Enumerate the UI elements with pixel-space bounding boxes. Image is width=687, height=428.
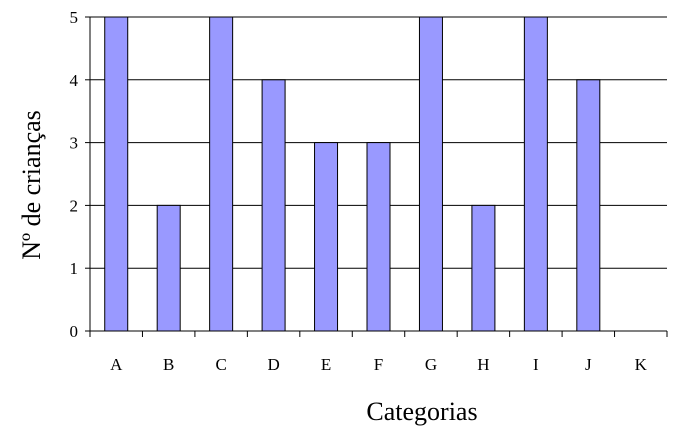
bar-I (523, 16, 548, 332)
bar-C (209, 16, 234, 332)
x-tick-label: J (585, 355, 592, 374)
x-tick-label: A (110, 355, 123, 374)
y-tick-label: 1 (70, 259, 79, 278)
bar-F (366, 142, 391, 332)
y-axis-title: Nº de crianças (17, 110, 46, 260)
x-axis-title: Categorias (366, 397, 477, 426)
bar-A (104, 16, 129, 332)
x-tick-label: G (425, 355, 437, 374)
bar-H (471, 204, 496, 332)
x-tick-label: E (321, 355, 331, 374)
x-tick-label: H (477, 355, 489, 374)
bar-D (261, 79, 286, 332)
y-tick-label: 3 (70, 134, 79, 153)
bars (104, 16, 601, 332)
y-tick-label: 4 (70, 71, 79, 90)
y-tick-label: 5 (70, 8, 79, 27)
x-tick-labels: A B C D E F G H I J K (110, 355, 648, 374)
x-tick-label: F (374, 355, 383, 374)
x-tick-label: K (635, 355, 648, 374)
y-tick-labels: 0 1 2 3 4 5 (70, 8, 79, 341)
y-tick-label: 0 (70, 322, 79, 341)
x-tick-label: I (533, 355, 539, 374)
bar-J (576, 79, 601, 332)
x-tick-label: D (267, 355, 279, 374)
x-tick-label: C (215, 355, 226, 374)
x-tick-label: B (163, 355, 174, 374)
bar-E (314, 142, 339, 332)
bar-G (418, 16, 443, 332)
bar-B (156, 204, 181, 332)
y-tick-label: 2 (70, 196, 79, 215)
axes (85, 16, 668, 337)
